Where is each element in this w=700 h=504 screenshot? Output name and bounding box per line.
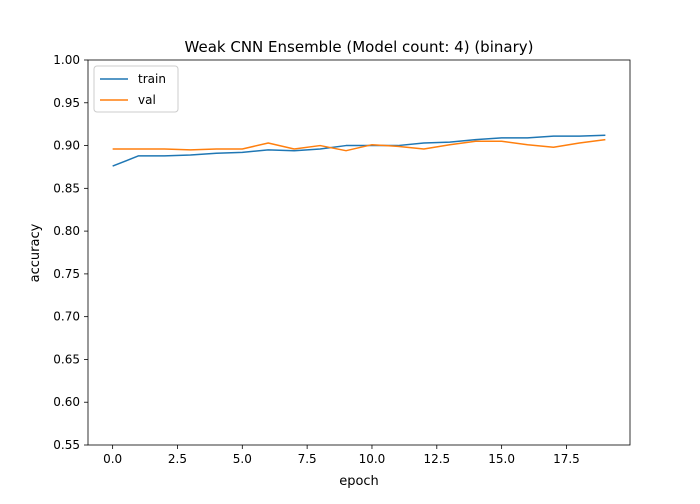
legend-label-train: train xyxy=(138,72,166,86)
y-tick-label: 0.95 xyxy=(53,96,80,110)
chart-title: Weak CNN Ensemble (Model count: 4) (bina… xyxy=(185,38,534,56)
x-tick-label: 17.5 xyxy=(553,452,580,466)
y-tick-label: 0.65 xyxy=(53,352,80,366)
x-tick-label: 5.0 xyxy=(233,452,252,466)
y-tick-label: 0.90 xyxy=(53,139,80,153)
series-line-train xyxy=(112,134,606,167)
x-tick-label: 15.0 xyxy=(488,452,515,466)
plot-area: 0.0 2.5 5.0 7.5 10.0 12.5 15.0 17.5 0.55 0.60 0.65… xyxy=(53,53,631,466)
y-tick-label: 0.70 xyxy=(53,310,80,324)
plot-frame xyxy=(87,59,631,446)
y-tick-label: 0.55 xyxy=(53,438,80,452)
legend-label-val: val xyxy=(138,93,156,107)
x-tick-label: 7.5 xyxy=(298,452,317,466)
x-tick-label: 2.5 xyxy=(168,452,187,466)
x-axis-label: epoch xyxy=(339,474,379,489)
x-tick-label: 0.0 xyxy=(103,452,122,466)
x-tick-label: 12.5 xyxy=(423,452,450,466)
y-tick-label: 0.80 xyxy=(53,224,80,238)
y-tick-label: 0.75 xyxy=(53,267,80,281)
series-line-val xyxy=(112,138,606,152)
y-tick-label: 0.60 xyxy=(53,395,80,409)
y-axis-label: accuracy xyxy=(28,223,43,282)
y-tick-label: 1.00 xyxy=(53,53,80,67)
y-tick-label: 0.85 xyxy=(53,181,80,195)
x-tick-label: 10.0 xyxy=(359,452,386,466)
